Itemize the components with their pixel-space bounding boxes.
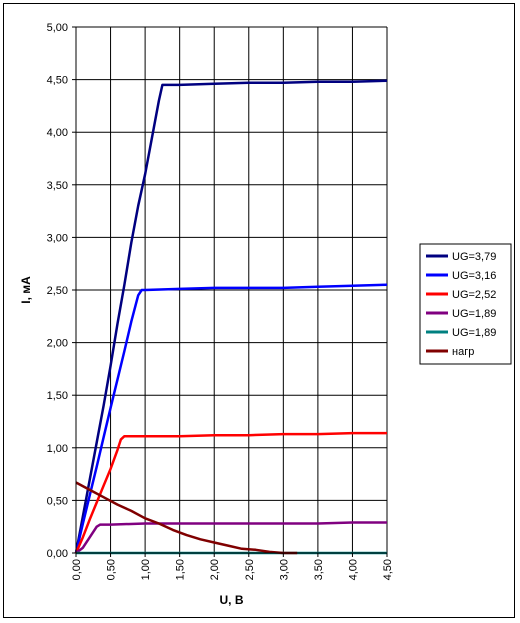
- x-tick-label: 4,00: [347, 559, 359, 580]
- series-line: [74, 431, 387, 554]
- x-tick-label: 2,50: [244, 559, 256, 580]
- y-tick-label: 1,50: [47, 390, 68, 402]
- x-tick-labels: 0,00 0,50 1,00 1,50 2,00 2,50 3,00 3,50 4,00 4,50: [71, 553, 394, 580]
- legend-label: UG=2,52: [452, 289, 496, 301]
- y-tick-label: 4,50: [47, 75, 68, 87]
- series-line: [75, 521, 387, 554]
- y-tick-label: 1,00: [47, 443, 68, 455]
- x-tick-label: 1,50: [175, 559, 187, 580]
- y-tick-label: 0,00: [47, 548, 68, 560]
- x-tick-label: 3,00: [278, 559, 290, 580]
- legend-label: UG=1,89: [452, 308, 496, 320]
- y-tick-label: 3,50: [47, 180, 68, 192]
- y-tick-labels: 0,00 0,50 1,00 1,50 2,00 2,50 3,00 3,50 4,00 4,50…: [47, 22, 76, 560]
- x-tick-label: 1,00: [140, 559, 152, 580]
- x-tick-label: 2,00: [209, 559, 221, 580]
- y-tick-label: 0,50: [47, 495, 68, 507]
- series-line: [74, 79, 388, 554]
- x-tick-label: 4,50: [382, 559, 394, 580]
- series-layer: [74, 79, 388, 555]
- y-tick-label: 2,50: [47, 285, 68, 297]
- y-axis-title: I, мА: [19, 276, 33, 304]
- series-line: [74, 283, 388, 554]
- legend-label: UG=3,16: [452, 270, 496, 282]
- legend-label: UG=3,79: [452, 251, 496, 263]
- y-tick-label: 3,00: [47, 232, 68, 244]
- x-tick-label: 0,00: [71, 559, 83, 580]
- legend-label: UG=1,89: [452, 327, 496, 339]
- series-line: [75, 481, 298, 555]
- y-tick-label: 4,00: [47, 127, 68, 139]
- y-tick-label: 2,00: [47, 338, 68, 350]
- x-tick-label: 0,50: [106, 559, 118, 580]
- legend-label: нагр: [452, 346, 474, 358]
- x-tick-label: 3,50: [313, 559, 325, 580]
- legend: UG=3,79 UG=3,16 UG=2,52 UG=1,89 UG=1,89 нагр: [419, 243, 512, 365]
- x-axis-title: U, В: [220, 593, 244, 607]
- legend-box: [419, 243, 512, 365]
- y-tick-label: 5,00: [47, 22, 68, 34]
